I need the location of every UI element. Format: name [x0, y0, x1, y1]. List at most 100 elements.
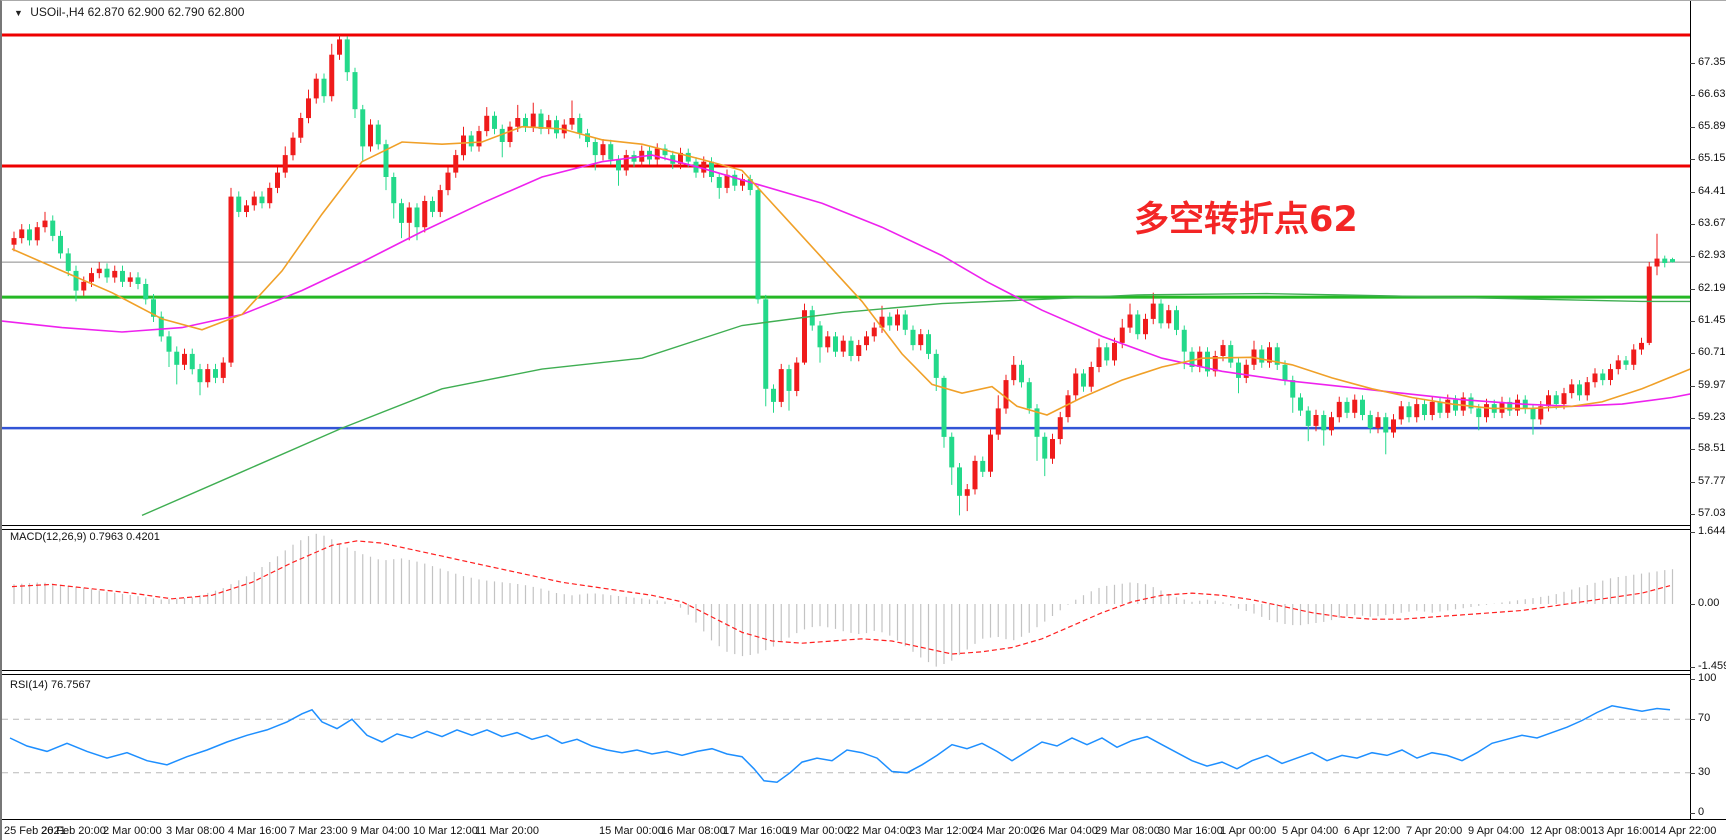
candle-body	[1034, 408, 1040, 437]
candle-body	[1429, 401, 1435, 415]
candle-body	[251, 196, 257, 206]
candle-body	[1096, 347, 1102, 367]
time-tick-label: 12 Apr 08:00	[1530, 825, 1593, 837]
time-tick-label: 22 Mar 04:00	[847, 825, 912, 837]
candle-body	[1073, 373, 1079, 396]
candle-body	[515, 118, 521, 127]
candle-body	[244, 205, 249, 212]
candle-body	[1336, 401, 1342, 418]
candle-body	[96, 268, 102, 274]
price-tick-mark	[1690, 159, 1695, 160]
candle-body	[1639, 342, 1644, 350]
candle-body	[143, 284, 149, 300]
price-tick-mark	[1690, 353, 1695, 354]
candle-body	[1259, 349, 1265, 363]
time-tick-label: 7 Mar 23:00	[289, 825, 348, 837]
candle-body	[716, 177, 722, 188]
candle-body	[995, 408, 1001, 435]
candle-body	[949, 436, 955, 468]
candle-body	[887, 316, 893, 326]
price-tick-label: 62.190	[1698, 282, 1726, 294]
price-tick-mark	[1690, 514, 1695, 515]
time-tick-label: 5 Apr 04:00	[1282, 825, 1339, 837]
candle-body	[174, 351, 180, 365]
candle-body	[189, 353, 195, 370]
rsi-line	[9, 705, 1671, 783]
candle-body	[437, 190, 443, 212]
macd-scale-tick	[1690, 532, 1695, 533]
time-tick-label: 3 Mar 08:00	[166, 825, 225, 837]
annotation-text: 多空转折点62	[1134, 200, 1358, 240]
price-tick-mark	[1690, 418, 1695, 419]
macd-scale-label: -1.4594	[1698, 660, 1726, 672]
candle-body	[1484, 404, 1489, 418]
macd-canvas[interactable]	[2, 530, 1691, 670]
panel-separator[interactable]	[2, 525, 1691, 530]
candle-body	[104, 268, 110, 278]
candle-body	[616, 159, 621, 171]
candle-body	[848, 340, 854, 356]
time-tick-label: 6 Apr 12:00	[1344, 825, 1401, 837]
candle-body	[623, 155, 629, 171]
panel-separator[interactable]	[2, 670, 1691, 675]
candle-body	[825, 336, 831, 348]
rsi-scale-label: 30	[1698, 766, 1711, 778]
time-tick-label: 16 Mar 08:00	[661, 825, 726, 837]
candle-body	[422, 201, 428, 228]
candle-body	[740, 179, 745, 186]
candle-body	[1654, 258, 1660, 267]
candle-body	[445, 172, 451, 191]
price-axis[interactable]: 67.350 66.630 65.890 65.150 64.410 63.670 62.9…	[1690, 1, 1726, 819]
candle-body	[585, 133, 590, 142]
rsi-indicator-label: RSI(14) 76.7567	[10, 679, 91, 691]
candle-body	[701, 161, 707, 173]
candle-body	[933, 353, 939, 378]
macd-indicator-label: MACD(12,26,9) 0.7963 0.4201	[10, 531, 160, 543]
symbol-timeframe-label[interactable]: USOil-,H4	[30, 5, 85, 19]
rsi-scale-label: 0	[1698, 806, 1705, 818]
time-tick-label: 26 Mar 04:00	[1033, 825, 1098, 837]
candle-body	[182, 353, 187, 365]
rsi-canvas[interactable]	[2, 675, 1691, 818]
candle-body	[1050, 439, 1055, 459]
candle-body	[1150, 303, 1156, 319]
chevron-down-icon[interactable]: ▼	[14, 8, 23, 18]
ohlc-readout: 62.870 62.900 62.790 62.800	[87, 5, 245, 19]
candle-body	[1662, 258, 1668, 263]
candle-body	[352, 72, 358, 110]
candle-body	[817, 325, 823, 348]
candle-body	[1608, 369, 1613, 380]
price-tick-mark	[1690, 321, 1695, 322]
candle-body	[298, 118, 304, 138]
rsi-scale-tick	[1690, 773, 1695, 774]
candle-body	[864, 336, 869, 346]
candle-body	[34, 227, 40, 241]
time-tick-label: 10 Mar 12:00	[413, 825, 478, 837]
candle-body	[926, 334, 931, 354]
candle-body	[228, 196, 234, 363]
candle-body	[1631, 349, 1637, 365]
candle-body	[1577, 384, 1582, 396]
price-tick-label: 59.970	[1698, 379, 1726, 391]
candle-body	[1507, 401, 1513, 411]
rsi-scale-label: 100	[1698, 672, 1717, 684]
candle-body	[1584, 382, 1590, 396]
price-chart-canvas[interactable]	[2, 1, 1691, 525]
price-tick-mark	[1690, 386, 1695, 387]
time-axis-border	[2, 819, 1726, 820]
candle-body	[1468, 397, 1474, 409]
time-axis[interactable]: 25 Feb 2021 26 Feb 20:00 2 Mar 00:00 3 Mar …	[2, 820, 1726, 840]
price-tick-mark	[1690, 192, 1695, 193]
candle-body	[538, 113, 544, 129]
candle-body	[964, 489, 970, 496]
time-tick-label: 4 Mar 16:00	[228, 825, 287, 837]
candle-body	[1352, 399, 1358, 413]
candle-body	[1476, 408, 1482, 418]
time-tick-label: 24 Mar 20:00	[971, 825, 1036, 837]
candle-body	[678, 152, 683, 164]
candle-body	[81, 281, 87, 291]
candle-body	[1615, 360, 1621, 370]
candle-body	[267, 187, 273, 204]
candle-body	[329, 54, 335, 97]
